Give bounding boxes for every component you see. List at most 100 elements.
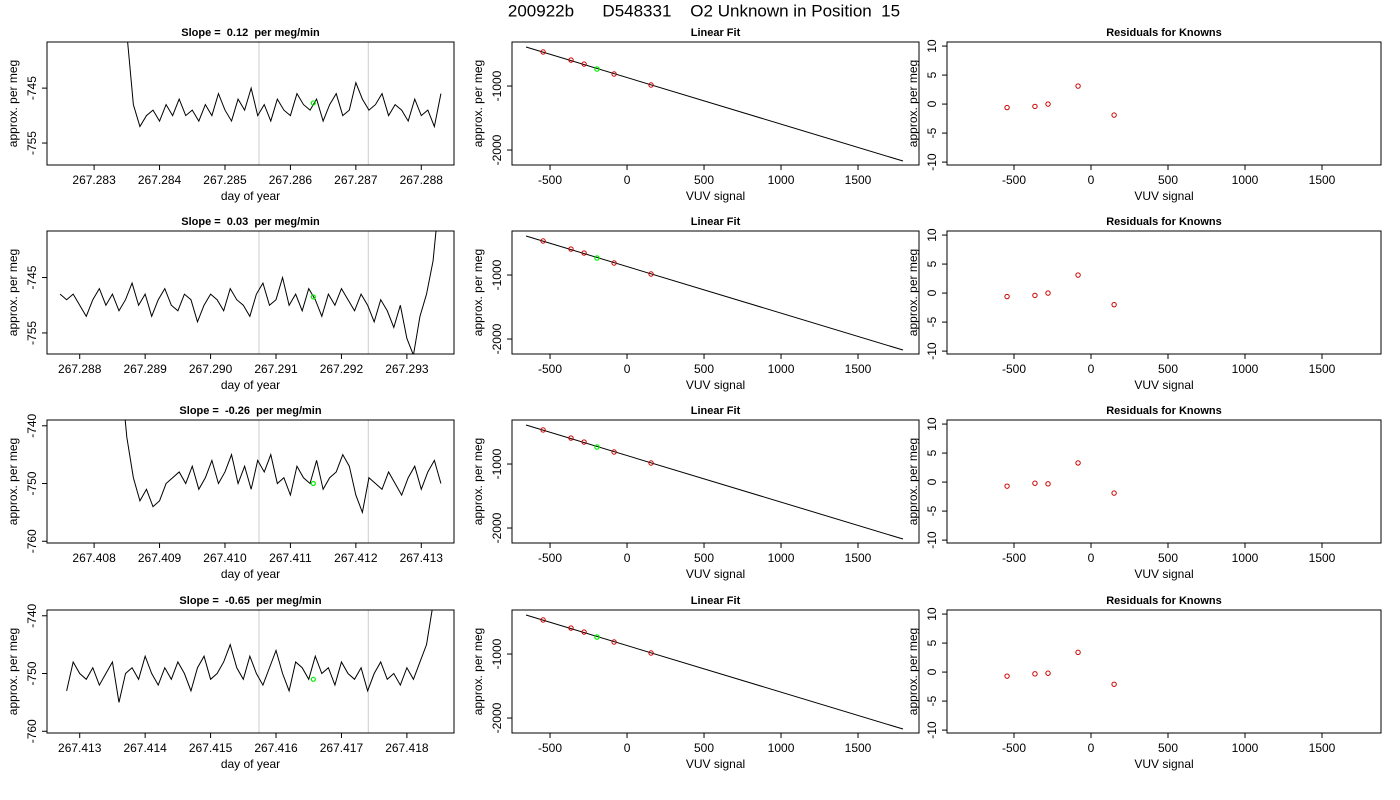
x-axis-label: VUV signal — [686, 378, 745, 392]
y-tick-label: 0 — [925, 478, 939, 485]
point — [1111, 490, 1117, 496]
fit-line — [525, 614, 904, 730]
x-tick-label: 267.416 — [254, 741, 298, 755]
y-tick-label: -755 — [25, 321, 39, 345]
y-axis-label: approx. per meg — [906, 628, 920, 715]
highlight-point — [310, 294, 316, 300]
x-tick-label: 267.413 — [400, 551, 444, 565]
y-tick-label: -2000 — [490, 323, 504, 354]
point — [1045, 290, 1051, 296]
y-axis-label: approx. per meg — [6, 60, 20, 147]
x-axis-label: day of year — [221, 757, 280, 771]
point — [1045, 670, 1051, 676]
x-axis-label: VUV signal — [1134, 757, 1193, 771]
point — [1111, 301, 1117, 308]
x-tick-label: 1000 — [768, 173, 795, 187]
y-tick-label: 0 — [925, 100, 939, 107]
x-tick-label: 1500 — [1309, 362, 1336, 376]
fit-line — [525, 46, 904, 162]
x-tick-label: 0 — [1088, 551, 1095, 565]
point — [611, 71, 617, 77]
x-tick-label: 1500 — [1309, 173, 1336, 187]
point — [581, 439, 587, 445]
x-tick-label: 267.290 — [189, 362, 233, 376]
y-tick-label: -1000 — [490, 259, 504, 290]
panel-title: Slope = 0.12 per meg/min — [181, 27, 320, 39]
x-tick-label: 267.415 — [189, 741, 233, 755]
y-tick-label: -2000 — [490, 702, 504, 733]
data-line — [124, 420, 442, 515]
y-tick-label: -760 — [25, 719, 39, 743]
point — [540, 427, 546, 433]
point — [1032, 292, 1038, 299]
x-tick-label: 500 — [694, 173, 714, 187]
y-tick-label: -10 — [925, 342, 939, 360]
point — [581, 250, 587, 256]
x-axis-label: VUV signal — [1134, 378, 1193, 392]
highlight-point — [594, 66, 600, 72]
panel-title: Slope = -0.65 per meg/min — [179, 595, 321, 607]
x-tick-label: 267.284 — [138, 173, 182, 187]
point — [1032, 103, 1038, 110]
highlight-point — [310, 100, 316, 106]
y-tick-label: 5 — [925, 260, 939, 267]
point — [568, 435, 574, 441]
plot-frame — [946, 609, 1382, 734]
x-tick-label: 0 — [624, 741, 631, 755]
y-tick-label: -5 — [925, 695, 939, 706]
point — [1111, 681, 1117, 687]
plot-area — [1004, 272, 1117, 308]
y-tick-label: -5 — [925, 316, 939, 327]
point — [1075, 272, 1081, 278]
data-line — [66, 610, 433, 703]
y-tick-label: 10 — [925, 417, 939, 431]
plot-area — [1004, 649, 1117, 687]
x-axis-label: VUV signal — [686, 567, 745, 581]
x-axis-label: VUV signal — [1134, 189, 1193, 203]
plot-frame — [946, 419, 1382, 544]
point — [1004, 673, 1010, 679]
x-tick-label: 1000 — [768, 551, 795, 565]
x-tick-label: 267.286 — [269, 173, 313, 187]
x-tick-label: 1500 — [845, 741, 872, 755]
x-tick-label: 267.289 — [123, 362, 167, 376]
highlight-point — [310, 676, 316, 682]
plot-frame — [46, 41, 455, 166]
x-tick-label: -500 — [1002, 173, 1026, 187]
y-tick-label: -1000 — [490, 638, 504, 669]
point — [1045, 481, 1051, 487]
y-tick-label: -750 — [25, 661, 39, 685]
y-axis-label: approx. per meg — [906, 438, 920, 525]
panel-title: Slope = -0.26 per meg/min — [179, 405, 321, 417]
y-tick-label: 0 — [925, 289, 939, 296]
plot-frame — [46, 419, 455, 544]
point — [1004, 104, 1010, 111]
x-tick-label: 500 — [1158, 362, 1178, 376]
point — [540, 238, 546, 244]
y-tick-label: -760 — [25, 529, 39, 553]
x-tick-label: 500 — [1158, 173, 1178, 187]
x-tick-label: 500 — [694, 551, 714, 565]
x-tick-label: 1000 — [1232, 741, 1259, 755]
panel-title: Residuals for Knowns — [1106, 595, 1222, 607]
x-tick-label: 1500 — [845, 173, 872, 187]
plot-area — [525, 424, 904, 540]
x-axis-label: day of year — [221, 378, 280, 392]
x-axis-label: VUV signal — [686, 189, 745, 203]
y-axis-label: approx. per meg — [6, 438, 20, 525]
plot-area — [1004, 83, 1117, 118]
highlight-point — [310, 480, 316, 487]
x-tick-label: -500 — [538, 741, 562, 755]
y-tick-label: -745 — [25, 76, 39, 100]
x-tick-label: 500 — [1158, 741, 1178, 755]
plot-frame — [511, 41, 920, 166]
x-tick-label: 1000 — [1232, 551, 1259, 565]
point — [540, 49, 546, 55]
data-line — [59, 231, 437, 354]
x-tick-label: 267.292 — [320, 362, 364, 376]
panel-title: Linear Fit — [691, 405, 741, 417]
x-tick-label: 1000 — [768, 362, 795, 376]
x-tick-label: -500 — [1002, 741, 1026, 755]
panel-title: Residuals for Knowns — [1106, 216, 1222, 228]
